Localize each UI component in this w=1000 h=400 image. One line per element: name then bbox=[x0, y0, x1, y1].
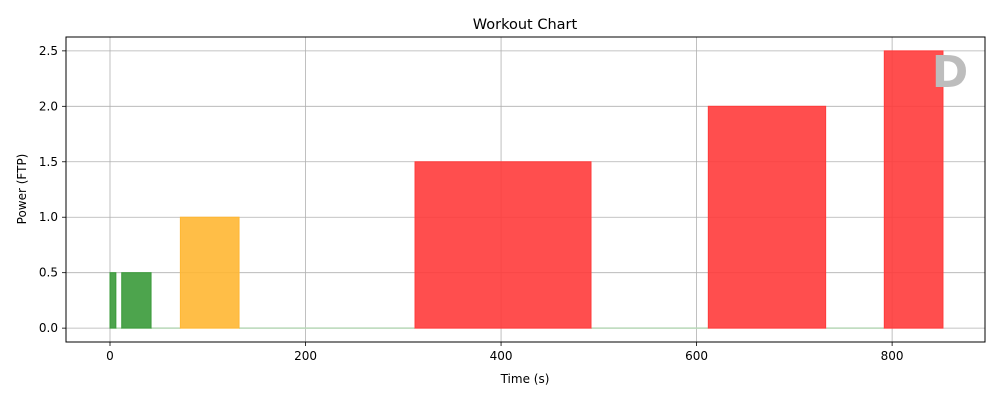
x-tick-label: 400 bbox=[490, 349, 513, 363]
x-tick-label: 0 bbox=[106, 349, 114, 363]
interval-bars bbox=[109, 50, 944, 329]
interval-bar bbox=[109, 272, 117, 329]
chart-title: Workout Chart bbox=[473, 17, 578, 33]
plot-area-frame bbox=[65, 36, 986, 343]
y-tick-label: 1.0 bbox=[39, 210, 58, 224]
x-axis-label: Time (s) bbox=[500, 372, 550, 386]
y-axis-label: Power (FTP) bbox=[15, 154, 29, 225]
interval-bar bbox=[414, 161, 592, 329]
x-tick-label: 800 bbox=[881, 349, 904, 363]
interval-bar bbox=[883, 50, 944, 329]
x-tick-label: 200 bbox=[294, 349, 317, 363]
y-tick-label: 1.5 bbox=[39, 155, 58, 169]
y-tick-label: 2.0 bbox=[39, 99, 58, 113]
interval-bar bbox=[121, 272, 152, 329]
axis-ticks: 0 200 400 600 800 0.0 0.5 1.0 1.5 2.0 2.5 bbox=[39, 44, 904, 363]
x-tick-label: 600 bbox=[685, 349, 708, 363]
watermark-letter: D bbox=[932, 47, 969, 98]
y-tick-label: 0.0 bbox=[39, 321, 58, 335]
interval-bar bbox=[707, 105, 827, 329]
interval-bar bbox=[179, 216, 240, 329]
y-tick-label: 2.5 bbox=[39, 44, 58, 58]
y-tick-label: 0.5 bbox=[39, 266, 58, 280]
